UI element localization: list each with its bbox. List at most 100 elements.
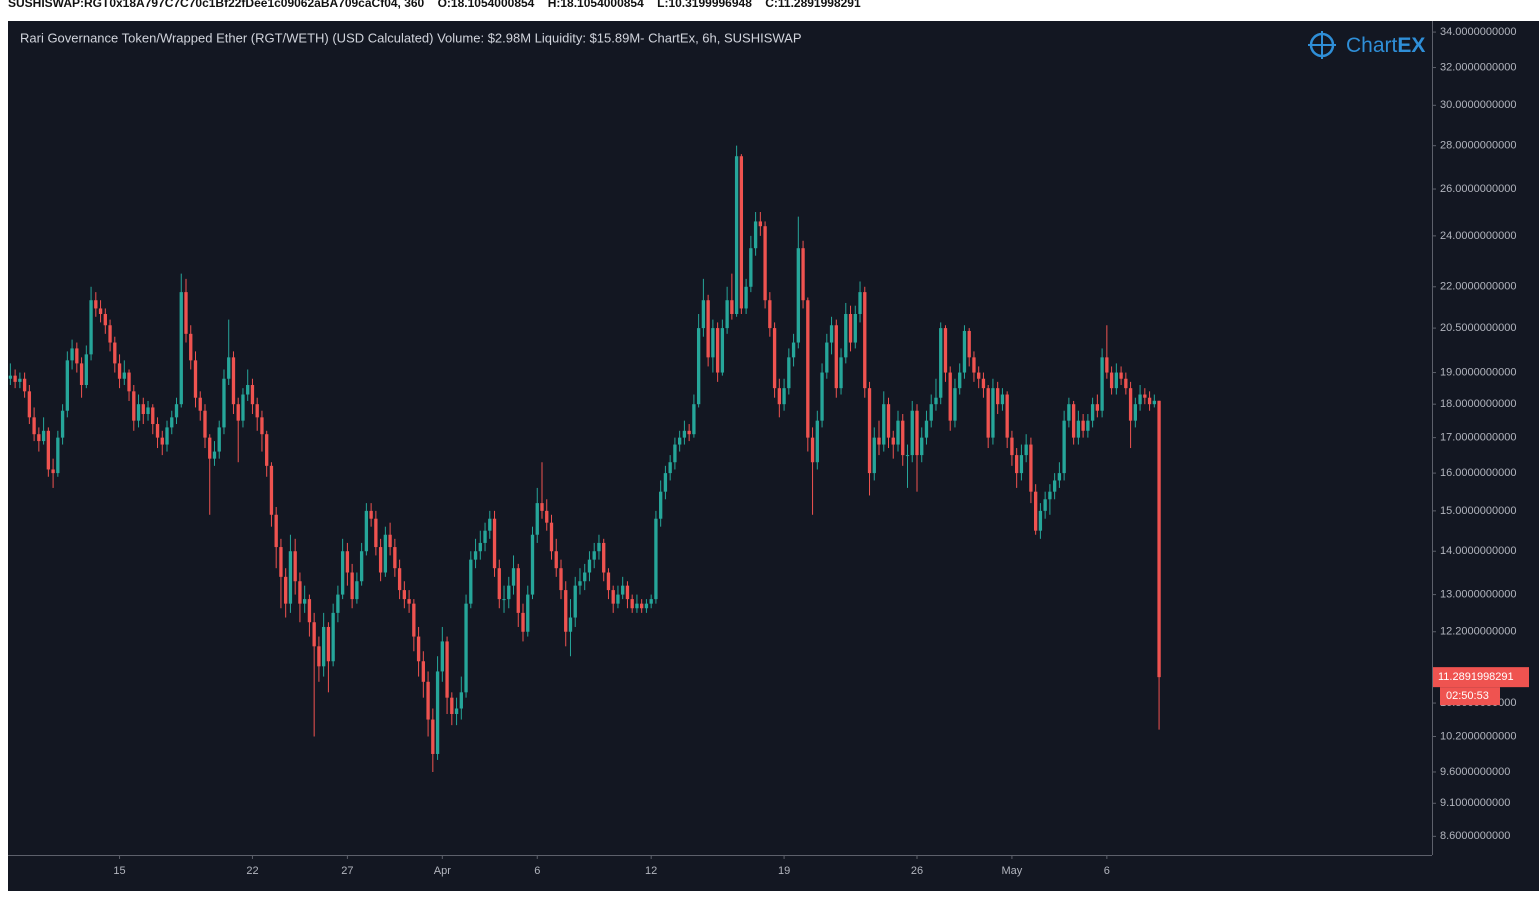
candle-body — [829, 325, 834, 343]
candle-body — [98, 308, 103, 314]
candle-body — [516, 568, 520, 613]
candle-body — [321, 626, 326, 667]
x-tick-label: May — [1002, 865, 1023, 877]
candle-body — [184, 292, 188, 334]
candle-body — [1062, 420, 1066, 474]
candle-body — [934, 397, 938, 405]
logo-text: Chart — [1346, 34, 1398, 57]
candle-body — [1000, 394, 1005, 405]
candle-body — [1147, 397, 1152, 405]
candle-body — [1119, 372, 1123, 379]
candle-body — [772, 328, 777, 389]
x-tick-label: 6 — [1104, 865, 1110, 877]
candle-body — [75, 348, 79, 364]
candle-body — [227, 357, 231, 379]
candle-body — [189, 333, 193, 361]
candle-body — [573, 585, 577, 618]
candle-body — [94, 300, 98, 309]
candle-body — [825, 342, 829, 373]
candle-body — [734, 156, 739, 314]
candle-body — [587, 559, 592, 573]
candle-body — [431, 719, 435, 754]
countdown-box — [1440, 687, 1500, 706]
candle-body — [834, 325, 838, 389]
x-tick-label: 26 — [911, 865, 923, 877]
candle-body — [1138, 394, 1142, 405]
candle-body — [644, 603, 649, 609]
candle-body — [616, 594, 620, 604]
candle-body — [65, 360, 69, 411]
candle-body — [962, 330, 967, 373]
candle-body — [763, 226, 767, 301]
candle-body — [801, 248, 805, 301]
candle-body — [317, 646, 321, 667]
candle-body — [179, 292, 183, 405]
candle-body — [208, 437, 212, 459]
x-tick-label: 12 — [645, 865, 657, 877]
candle-body — [27, 391, 32, 418]
candle-body — [583, 572, 587, 582]
candle-body — [127, 372, 131, 392]
symbol-header: SUSHISWAP:RGT0x18A797C7C70c1Bf22fDee1c09… — [8, 0, 861, 10]
x-tick-label: 22 — [246, 865, 258, 877]
candle-body — [274, 514, 278, 548]
candle-body — [507, 585, 511, 600]
candle-body — [170, 417, 174, 428]
candle-body — [22, 378, 27, 392]
y-tick-label: 15.0000000000 — [1440, 505, 1516, 517]
candle-body — [602, 542, 606, 573]
x-tick-label: 15 — [113, 865, 125, 877]
candle-body — [867, 388, 872, 474]
candle-body — [730, 300, 734, 314]
candle-body — [497, 568, 501, 600]
candle-body — [250, 385, 255, 405]
candle-body — [269, 465, 274, 515]
candle-body — [84, 354, 88, 386]
candle-body — [492, 518, 497, 569]
candle-body — [46, 430, 51, 470]
candle-body — [174, 404, 179, 418]
candle-body — [663, 473, 668, 492]
candle-body — [692, 404, 696, 435]
candle-body — [848, 313, 853, 343]
candle-body — [260, 417, 264, 435]
candle-body — [255, 404, 259, 418]
candle-body — [1048, 491, 1052, 500]
candle-body — [687, 430, 691, 435]
ohlc-value: 18.1054000854 — [450, 0, 535, 10]
candle-body — [108, 325, 112, 343]
candle-body — [877, 437, 881, 445]
candle-body — [1015, 455, 1019, 474]
candle-body — [915, 410, 919, 456]
y-tick-label: 32.0000000000 — [1440, 61, 1516, 73]
candle-body — [374, 518, 378, 548]
candle-body — [246, 385, 250, 395]
candle-body — [378, 547, 383, 573]
x-tick-label: Apr — [434, 865, 451, 877]
candle-body — [668, 462, 672, 474]
candle-body — [151, 407, 155, 425]
candle-body — [1005, 394, 1009, 438]
candle-body — [939, 328, 943, 398]
candle-body — [787, 357, 791, 389]
candle-body — [8, 375, 13, 379]
candle-body — [886, 404, 891, 438]
candle-body — [402, 590, 407, 600]
ohlc-label: H: — [547, 0, 561, 10]
candle-body — [1057, 473, 1062, 481]
candle-body — [350, 572, 354, 600]
candle-body — [844, 313, 848, 358]
candle-body — [820, 372, 824, 421]
candle-body — [416, 636, 421, 662]
candle-body — [132, 391, 136, 421]
candle-body — [312, 622, 316, 647]
candle-body — [625, 585, 630, 600]
candle-body — [146, 407, 150, 415]
candle-body — [13, 375, 17, 382]
candle-body — [673, 444, 677, 463]
candle-body — [1076, 420, 1081, 438]
x-tick-label: 19 — [778, 865, 790, 877]
logo-text: EX — [1397, 34, 1425, 57]
candle-body — [953, 388, 957, 421]
